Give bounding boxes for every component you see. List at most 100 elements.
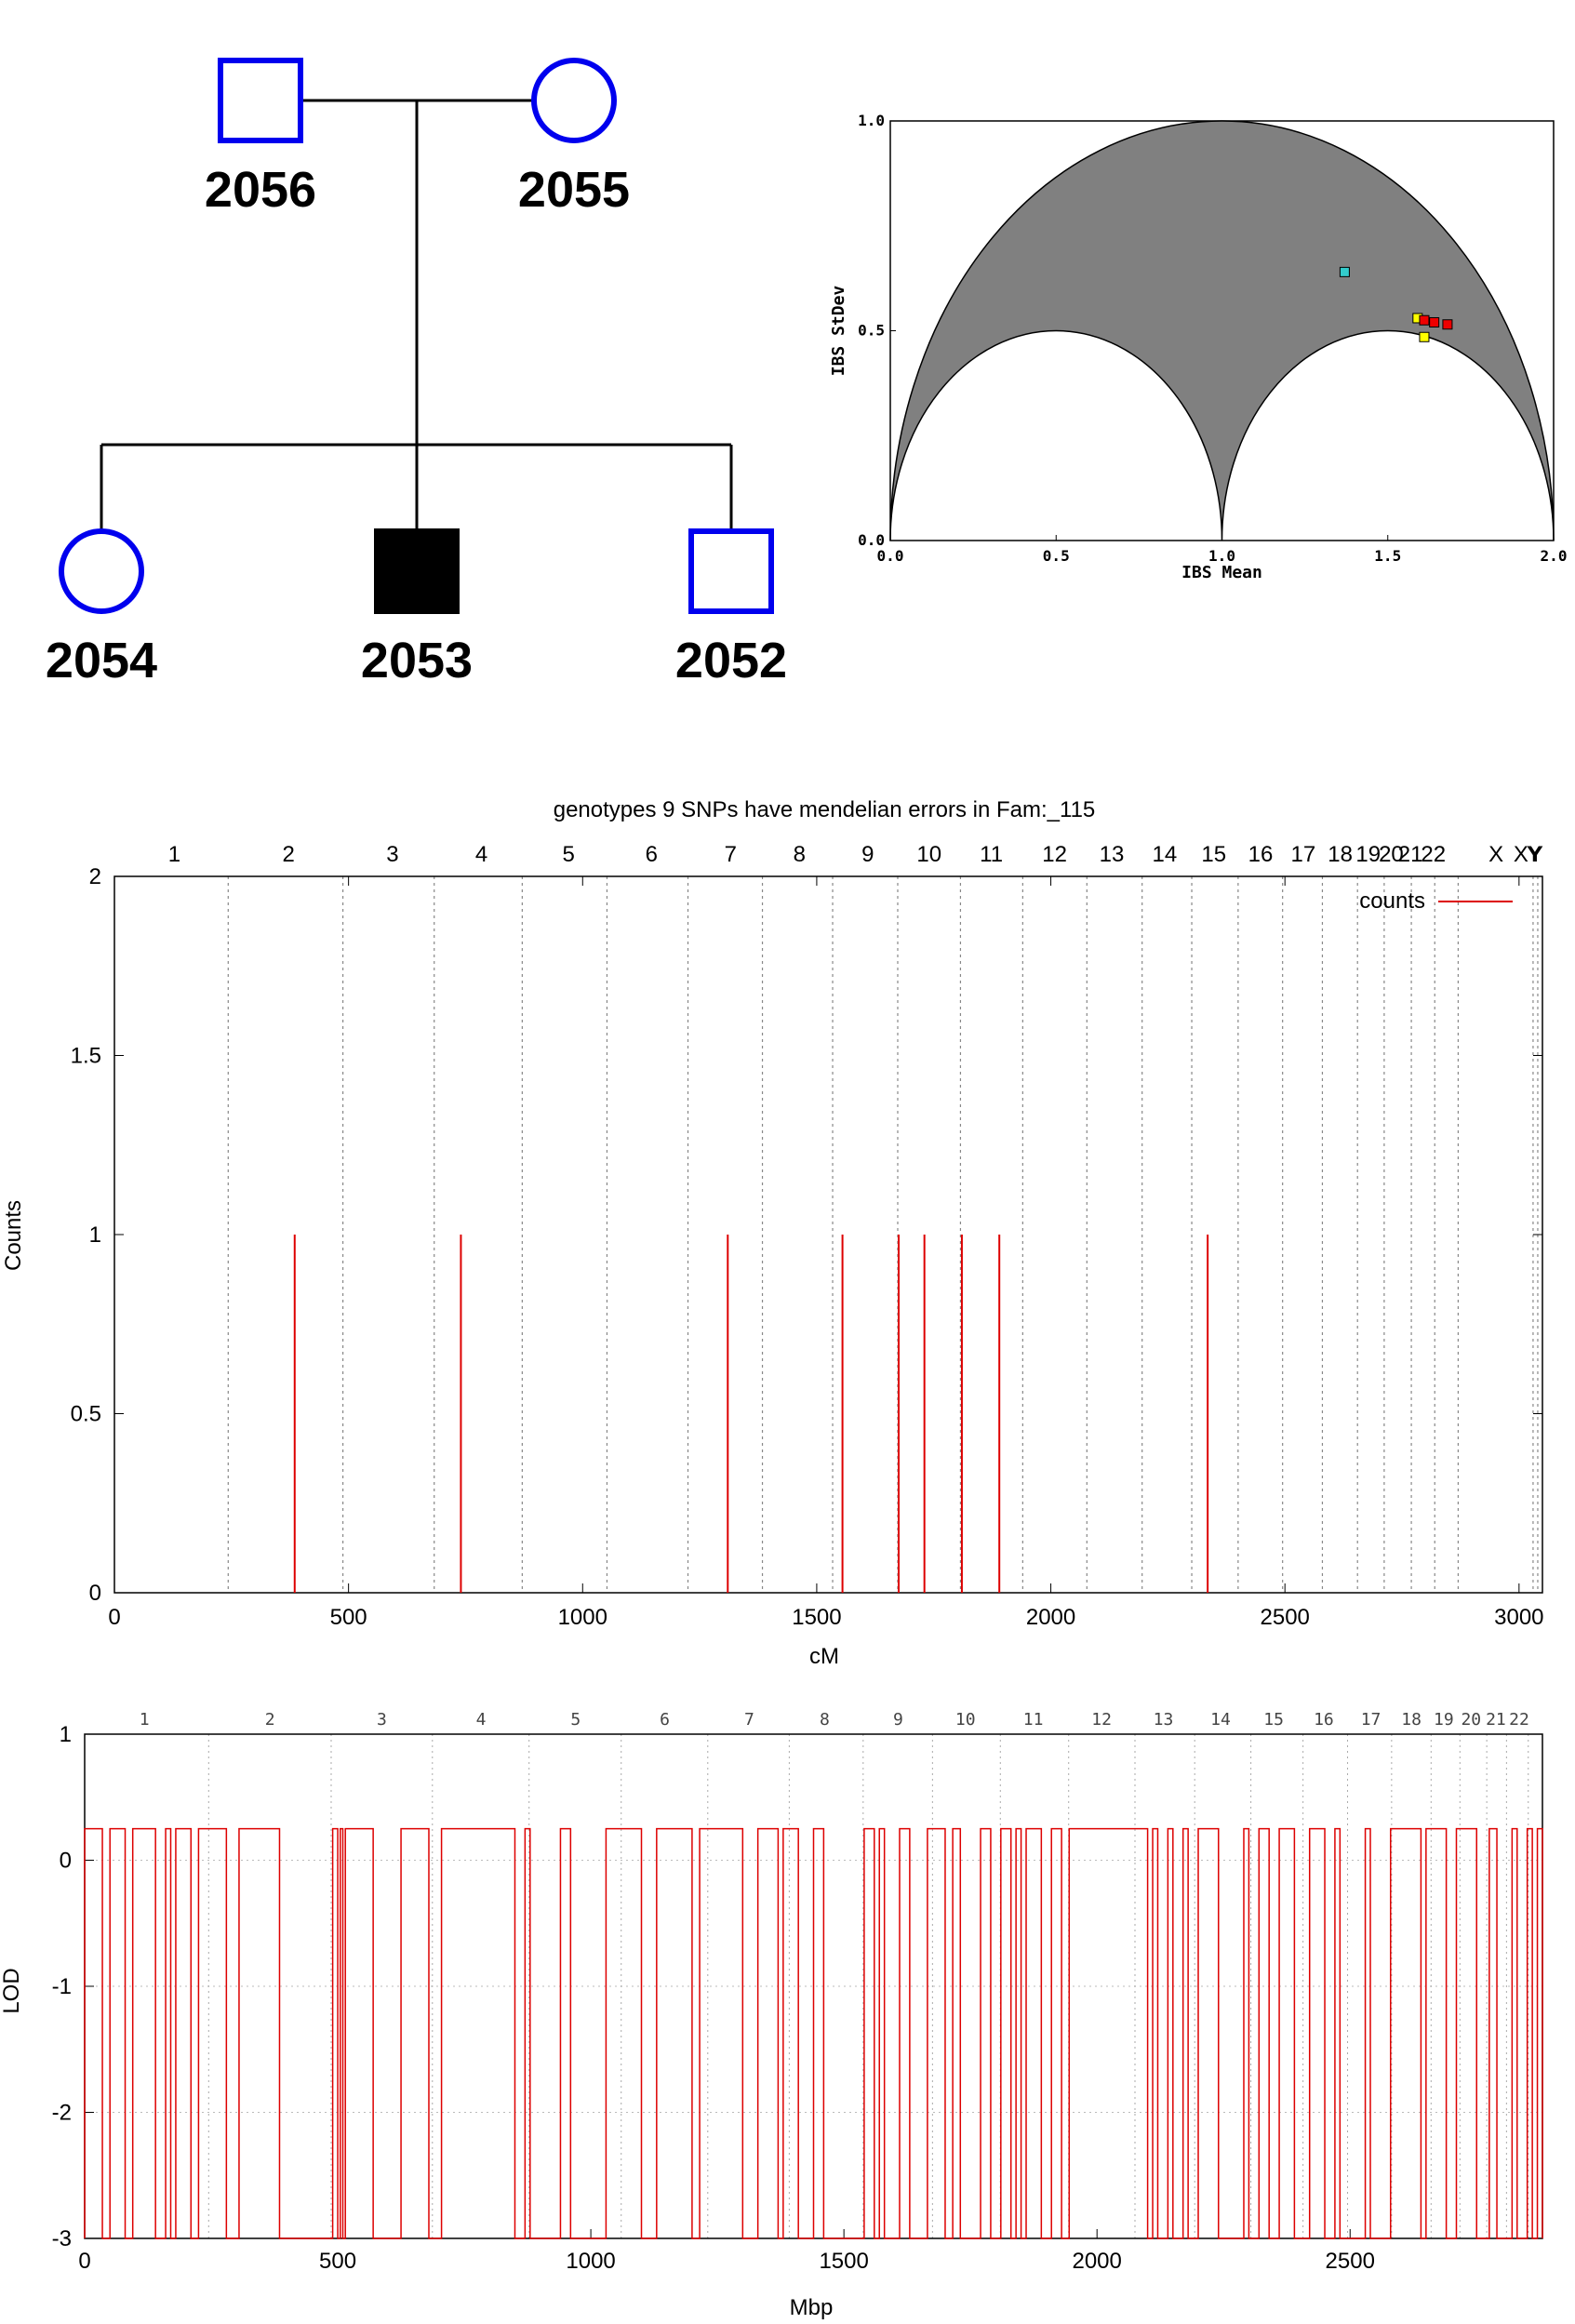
pedigree-male-square — [688, 528, 774, 614]
pedigree-connector-lines — [100, 99, 733, 530]
mendelian-y-tick-label: 1 — [89, 1222, 101, 1248]
pedigree-id-label: 2056 — [205, 162, 316, 218]
chromosome-label: XY — [1514, 842, 1543, 867]
chromosome-label: 7 — [725, 842, 737, 867]
lod-series-line — [84, 1827, 1543, 2239]
lod-x-tick-label: 1000 — [566, 2249, 615, 2274]
mendelian-errors-chart: genotypes 9 SNPs have mendelian errors i… — [1, 797, 1544, 1669]
pedigree-chart: 2056 2055 2054 2053 2052 — [46, 58, 787, 688]
lod-y-tick-label: -1 — [52, 1974, 72, 1999]
ibs-y-tick-label: 0.5 — [858, 322, 885, 340]
lod-chromosome-label: 9 — [893, 1710, 903, 1730]
lod-chromosome-label: 10 — [955, 1710, 976, 1730]
chromosome-label: 11 — [980, 842, 1003, 867]
lod-y-tick-label: -3 — [52, 2226, 72, 2251]
chromosome-label: 17 — [1290, 842, 1315, 867]
lod-y-tick-label: 0 — [60, 1849, 72, 1874]
ibs-x-tick-label: 1.0 — [1208, 547, 1235, 565]
lod-chromosome-label: 21 — [1486, 1710, 1506, 1730]
lod-y-axis-label: LOD — [0, 1968, 24, 2013]
ibs-data-point — [1419, 314, 1430, 326]
pedigree-individuals: 2056 2055 2054 2053 2052 — [46, 58, 787, 688]
lod-chromosome-label: 3 — [377, 1710, 387, 1730]
mendelian-x-tick-label: 1000 — [558, 1605, 607, 1630]
mendelian-y-tick-label: 0.5 — [71, 1402, 101, 1427]
lod-y-tick-label: -2 — [52, 2101, 72, 2126]
mendelian-x-tick-label: 3000 — [1494, 1605, 1543, 1630]
lod-chromosome-label: 19 — [1434, 1710, 1454, 1730]
lod-chromosome-label: 4 — [476, 1710, 487, 1730]
ibs-data-point — [1419, 331, 1430, 342]
lod-chromosome-label: 15 — [1263, 1710, 1284, 1730]
pedigree-id-label: 2054 — [46, 633, 157, 688]
chromosome-label: 8 — [794, 842, 806, 867]
mendelian-x-tick-label: 2000 — [1026, 1605, 1075, 1630]
chromosome-label: 20 — [1379, 842, 1404, 867]
chromosome-label: 9 — [861, 842, 874, 867]
mendelian-y-axis-label: Counts — [1, 1200, 26, 1271]
chromosome-label: 6 — [646, 842, 658, 867]
ibs-feasible-region — [889, 120, 1555, 541]
lod-chromosome-label: 1 — [140, 1710, 150, 1730]
chromosome-label: 12 — [1042, 842, 1067, 867]
chromosome-label: 18 — [1328, 842, 1353, 867]
mendelian-y-tick-label: 0 — [89, 1581, 101, 1606]
ibs-x-tick-label: 2.0 — [1541, 547, 1568, 565]
lod-x-tick-label: 0 — [78, 2249, 90, 2274]
lod-chromosome-label: 11 — [1023, 1710, 1044, 1730]
ibs-x-tick-label: 0.5 — [1043, 547, 1070, 565]
ibs-y-tick-label: 1.0 — [858, 112, 885, 129]
chromosome-label: 13 — [1100, 842, 1125, 867]
chromosome-label: 15 — [1201, 842, 1226, 867]
pedigree-id-label: 2055 — [518, 162, 630, 218]
chromosome-label: 3 — [386, 842, 398, 867]
chromosome-label: 1 — [168, 842, 180, 867]
lod-chromosome-label: 18 — [1401, 1710, 1422, 1730]
mendelian-y-tick-label: 2 — [89, 864, 101, 889]
lod-chromosome-label: 16 — [1314, 1710, 1334, 1730]
ibs-y-tick-label: 0.0 — [858, 531, 885, 549]
lod-chromosome-label: 6 — [660, 1710, 670, 1730]
pedigree-id-label: 2053 — [361, 633, 473, 688]
ibs-x-tick-label: 1.5 — [1374, 547, 1401, 565]
lod-chromosome-label: 17 — [1361, 1710, 1381, 1730]
ibs-x-axis-label: IBS Mean — [1181, 563, 1262, 582]
chromosome-label: 4 — [475, 842, 487, 867]
chromosome-label: 10 — [916, 842, 941, 867]
chromosome-label: 21 — [1398, 842, 1423, 867]
ibs-scatter-chart: 0.0 0.5 1.0 1.5 2.0 0.0 0.5 1.0 IBS Mean IBS St… — [829, 112, 1568, 582]
mendelian-x-tick-label: 1500 — [792, 1605, 841, 1630]
chromosome-label: 22 — [1421, 842, 1446, 867]
chromosome-label: 14 — [1153, 842, 1178, 867]
pedigree-female-circle — [531, 58, 617, 143]
lod-x-tick-label: 500 — [319, 2249, 356, 2274]
mendelian-legend-label: counts — [1359, 888, 1425, 914]
lod-chromosome-label: 12 — [1091, 1710, 1112, 1730]
pedigree-male-square — [218, 58, 303, 143]
chromosome-label: 16 — [1248, 842, 1274, 867]
lod-chromosome-label: 14 — [1210, 1710, 1231, 1730]
mendelian-x-tick-label: 0 — [108, 1605, 120, 1630]
mendelian-x-tick-label: 500 — [330, 1605, 367, 1630]
chromosome-label: 19 — [1355, 842, 1381, 867]
ibs-data-point — [1429, 316, 1440, 327]
lod-x-axis-label: Mbp — [790, 2295, 834, 2320]
pedigree-id-label: 2052 — [675, 633, 787, 688]
mendelian-x-axis-label: cM — [809, 1644, 839, 1669]
chromosome-label: 5 — [563, 842, 575, 867]
pedigree-male-square — [374, 528, 460, 614]
mendelian-chart-title: genotypes 9 SNPs have mendelian errors i… — [554, 797, 1096, 822]
chromosome-label: 2 — [283, 842, 295, 867]
ibs-y-axis-label: IBS StDev — [829, 286, 848, 377]
ibs-data-point — [1339, 266, 1350, 277]
chromosome-label: X — [1488, 842, 1503, 867]
lod-x-tick-label: 1500 — [819, 2249, 868, 2274]
lod-y-tick-label: 1 — [60, 1722, 72, 1747]
lod-chromosome-label: 22 — [1509, 1710, 1529, 1730]
lod-chromosome-label: 13 — [1154, 1710, 1174, 1730]
lod-chromosome-label: 7 — [744, 1710, 754, 1730]
lod-x-tick-label: 2500 — [1326, 2249, 1375, 2274]
lod-x-tick-label: 2000 — [1072, 2249, 1121, 2274]
lod-chromosome-label: 8 — [820, 1710, 830, 1730]
